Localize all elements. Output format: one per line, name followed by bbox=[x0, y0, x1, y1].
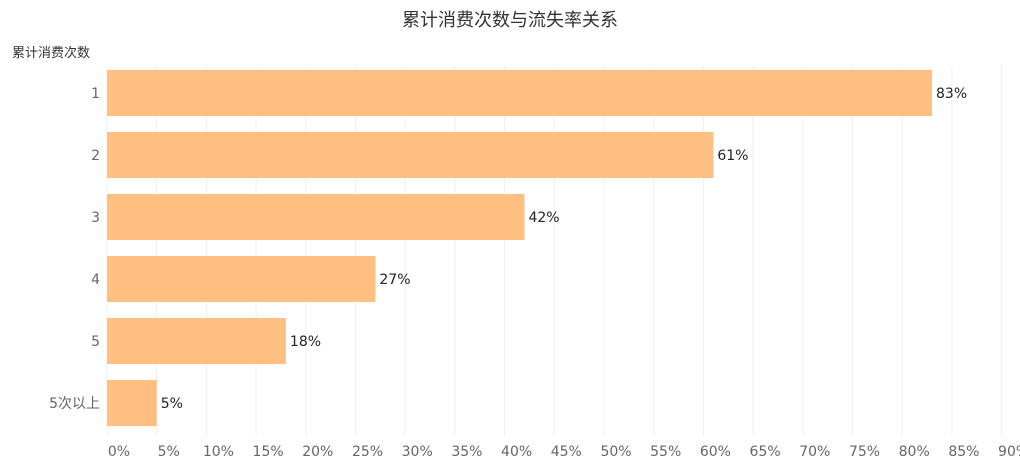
category-label: 4 bbox=[91, 272, 100, 288]
x-tick-label: 40% bbox=[501, 444, 532, 460]
x-tick-label: 15% bbox=[253, 444, 284, 460]
bar-data-label: 83% bbox=[936, 86, 967, 102]
category-label: 5 bbox=[91, 334, 100, 350]
bar[interactable] bbox=[107, 194, 525, 240]
bar[interactable] bbox=[107, 256, 376, 302]
bar-data-label: 27% bbox=[379, 272, 410, 288]
x-tick-label: 0% bbox=[108, 444, 130, 460]
x-tick-label: 20% bbox=[302, 444, 333, 460]
x-tick-label: 5% bbox=[158, 444, 180, 460]
x-tick-label: 50% bbox=[600, 444, 631, 460]
bar-data-label: 5% bbox=[161, 396, 183, 412]
bar[interactable] bbox=[107, 318, 286, 364]
x-tick-label: 90% bbox=[998, 444, 1020, 460]
x-tick-label: 35% bbox=[451, 444, 482, 460]
x-tick-label: 80% bbox=[899, 444, 930, 460]
bar-data-label: 61% bbox=[717, 148, 748, 164]
x-tick-label: 75% bbox=[849, 444, 880, 460]
x-tick-label: 55% bbox=[650, 444, 681, 460]
x-tick-label: 10% bbox=[203, 444, 234, 460]
bar-data-label: 42% bbox=[528, 210, 559, 226]
x-tick-label: 60% bbox=[700, 444, 731, 460]
bar[interactable] bbox=[107, 380, 157, 426]
bar[interactable] bbox=[107, 132, 714, 178]
bar[interactable] bbox=[107, 70, 933, 116]
x-tick-label: 65% bbox=[750, 444, 781, 460]
category-label: 3 bbox=[91, 210, 100, 226]
category-label: 1 bbox=[91, 86, 100, 102]
x-tick-label: 25% bbox=[352, 444, 383, 460]
x-tick-label: 45% bbox=[551, 444, 582, 460]
category-label: 5次以上 bbox=[49, 396, 100, 412]
x-tick-label: 30% bbox=[402, 444, 433, 460]
chart-title: 累计消费次数与流失率关系 bbox=[402, 10, 618, 31]
x-tick-label: 85% bbox=[948, 444, 979, 460]
x-tick-label: 70% bbox=[799, 444, 830, 460]
y-axis-label: 累计消费次数 bbox=[12, 46, 91, 61]
category-label: 2 bbox=[91, 148, 100, 164]
bar-data-label: 18% bbox=[290, 334, 321, 350]
